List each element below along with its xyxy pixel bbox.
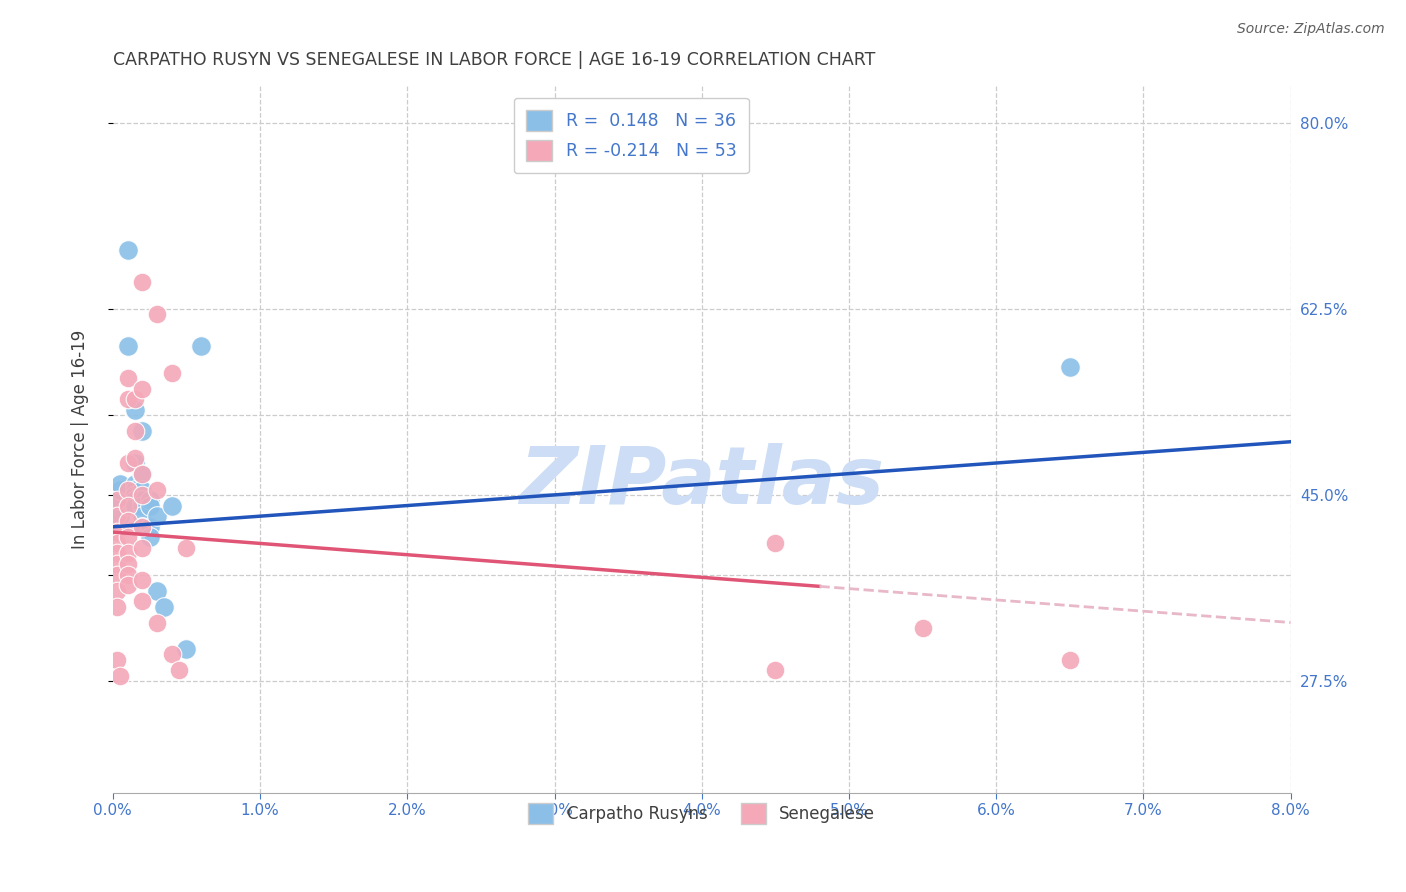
Point bbox=[160, 648, 183, 662]
Point bbox=[763, 535, 786, 549]
Point bbox=[124, 402, 146, 417]
Point bbox=[131, 493, 153, 508]
Point bbox=[124, 488, 146, 502]
Point bbox=[146, 483, 169, 497]
Point bbox=[167, 664, 190, 678]
Text: CARPATHO RUSYN VS SENEGALESE IN LABOR FORCE | AGE 16-19 CORRELATION CHART: CARPATHO RUSYN VS SENEGALESE IN LABOR FO… bbox=[112, 51, 875, 69]
Point bbox=[108, 668, 131, 682]
Point bbox=[146, 509, 169, 524]
Point bbox=[108, 483, 131, 497]
Point bbox=[131, 467, 153, 481]
Point bbox=[146, 307, 169, 321]
Point bbox=[105, 525, 128, 540]
Point bbox=[117, 515, 139, 529]
Point bbox=[105, 599, 128, 614]
Point bbox=[131, 499, 153, 513]
Point bbox=[1059, 360, 1081, 375]
Point bbox=[138, 531, 160, 545]
Point bbox=[117, 567, 139, 582]
Point bbox=[131, 541, 153, 555]
Point bbox=[138, 499, 160, 513]
Point bbox=[146, 615, 169, 630]
Point bbox=[160, 366, 183, 380]
Point bbox=[763, 664, 786, 678]
Point bbox=[124, 493, 146, 508]
Point bbox=[108, 509, 131, 524]
Point bbox=[124, 477, 146, 491]
Point bbox=[105, 567, 128, 582]
Point bbox=[131, 382, 153, 396]
Point bbox=[190, 339, 212, 353]
Point bbox=[124, 424, 146, 438]
Point bbox=[131, 573, 153, 587]
Point bbox=[105, 493, 128, 508]
Point bbox=[108, 493, 131, 508]
Point bbox=[1059, 653, 1081, 667]
Point bbox=[105, 653, 128, 667]
Point bbox=[108, 477, 131, 491]
Point bbox=[131, 483, 153, 497]
Point bbox=[124, 392, 146, 407]
Point bbox=[911, 621, 934, 635]
Y-axis label: In Labor Force | Age 16-19: In Labor Force | Age 16-19 bbox=[72, 329, 89, 549]
Point bbox=[105, 509, 128, 524]
Point bbox=[131, 424, 153, 438]
Point bbox=[131, 520, 153, 534]
Point bbox=[117, 456, 139, 470]
Point bbox=[105, 583, 128, 598]
Point bbox=[131, 275, 153, 289]
Point bbox=[117, 339, 139, 353]
Text: Source: ZipAtlas.com: Source: ZipAtlas.com bbox=[1237, 22, 1385, 37]
Point bbox=[153, 599, 176, 614]
Point bbox=[117, 483, 139, 497]
Point bbox=[117, 546, 139, 560]
Point bbox=[117, 557, 139, 571]
Point bbox=[176, 642, 198, 657]
Point bbox=[131, 467, 153, 481]
Point bbox=[146, 583, 169, 598]
Point bbox=[131, 488, 153, 502]
Point bbox=[131, 509, 153, 524]
Point bbox=[176, 541, 198, 555]
Point bbox=[160, 499, 183, 513]
Point bbox=[117, 499, 139, 513]
Point bbox=[105, 546, 128, 560]
Point bbox=[138, 493, 160, 508]
Point bbox=[131, 520, 153, 534]
Point bbox=[117, 578, 139, 592]
Point bbox=[138, 520, 160, 534]
Point bbox=[124, 483, 146, 497]
Point bbox=[117, 392, 139, 407]
Point bbox=[124, 450, 146, 465]
Point bbox=[117, 244, 139, 258]
Legend: Carpatho Rusyns, Senegalese: Carpatho Rusyns, Senegalese bbox=[519, 794, 886, 834]
Point bbox=[105, 557, 128, 571]
Point bbox=[105, 535, 128, 549]
Point bbox=[124, 499, 146, 513]
Point bbox=[117, 531, 139, 545]
Point bbox=[131, 594, 153, 608]
Point bbox=[117, 371, 139, 385]
Text: ZIPatlas: ZIPatlas bbox=[519, 442, 884, 521]
Point bbox=[124, 456, 146, 470]
